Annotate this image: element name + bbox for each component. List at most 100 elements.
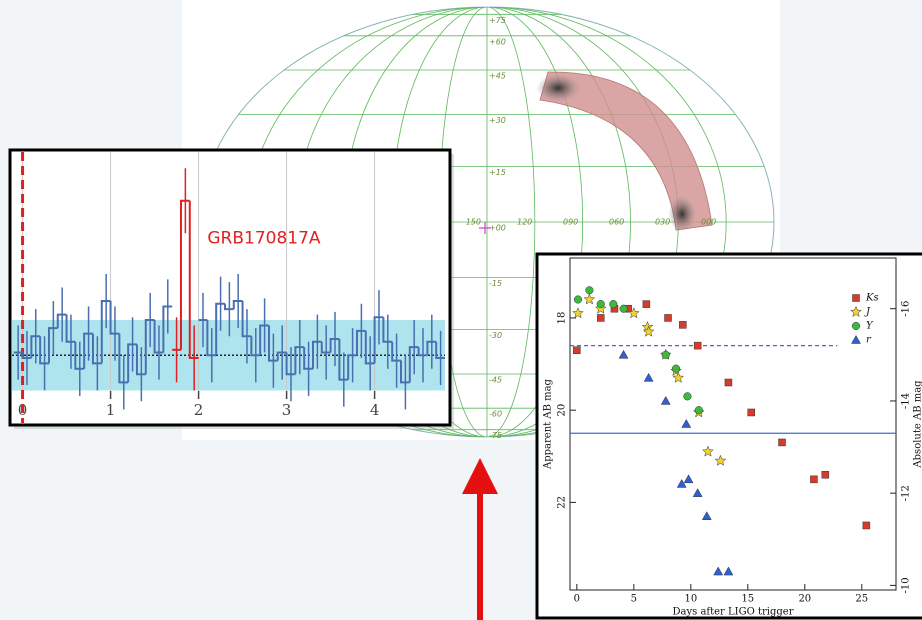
step xyxy=(276,351,287,361)
marker xyxy=(676,478,687,488)
region-shadow xyxy=(536,74,580,102)
x-axis-label: Days after LIGO trigger xyxy=(673,607,794,618)
longitude-label: 150 xyxy=(466,218,481,227)
x-tick-label: 1 xyxy=(106,401,116,419)
marker xyxy=(701,511,712,520)
step xyxy=(382,317,393,343)
marker xyxy=(747,408,755,417)
latitude-label: +60 xyxy=(489,37,506,46)
marker xyxy=(681,418,692,428)
step xyxy=(223,303,234,311)
step xyxy=(100,300,111,364)
marker xyxy=(723,566,734,576)
legend-label: J xyxy=(864,307,871,318)
latitude-label: -60 xyxy=(489,410,502,419)
marker xyxy=(671,364,681,373)
step xyxy=(39,336,49,365)
x-tick-label: 4 xyxy=(370,401,380,419)
marker xyxy=(583,293,596,305)
panel-background xyxy=(537,254,922,620)
marker xyxy=(661,350,670,359)
x-tick-label: 10 xyxy=(684,594,697,605)
step xyxy=(215,302,225,356)
marker xyxy=(585,286,594,295)
step xyxy=(259,324,269,356)
step xyxy=(30,335,41,358)
marker xyxy=(596,300,605,309)
step xyxy=(373,316,384,364)
kilonova-panel: 0 5 10 15 20 25 18 20 22 -16 -14 -12 -10 Days after L… xyxy=(537,254,922,620)
step xyxy=(250,336,261,357)
legend-label: Ks xyxy=(865,293,879,304)
step xyxy=(83,332,93,369)
step xyxy=(241,301,252,338)
marker xyxy=(660,395,671,405)
step xyxy=(311,340,322,369)
marker xyxy=(810,475,818,484)
latitude-label: +30 xyxy=(489,116,506,125)
panel-border xyxy=(535,252,922,620)
latitude-label: +45 xyxy=(489,71,506,80)
step xyxy=(179,199,190,350)
y-tick-label: 20 xyxy=(557,404,568,417)
marker xyxy=(821,470,830,479)
step xyxy=(65,314,76,343)
y2-tick-label: -14 xyxy=(901,393,912,409)
x-tick-label: 2 xyxy=(194,401,204,419)
marker xyxy=(862,521,871,530)
step xyxy=(320,341,331,354)
marker xyxy=(693,341,702,350)
region-shadow xyxy=(668,196,696,232)
marker xyxy=(643,372,654,382)
step xyxy=(294,346,305,375)
step xyxy=(391,341,401,362)
legend-label: Y xyxy=(866,321,874,332)
step xyxy=(417,347,428,357)
longitude-label: 120 xyxy=(517,218,532,227)
step xyxy=(56,313,67,329)
marker xyxy=(573,346,581,354)
annotation: GRB170817A xyxy=(207,229,321,249)
marker xyxy=(597,314,605,322)
step xyxy=(21,352,32,359)
step xyxy=(426,340,437,356)
legend-marker xyxy=(851,321,861,331)
step xyxy=(232,300,243,310)
step xyxy=(347,354,357,380)
marker xyxy=(683,392,692,401)
latitude-label: -75 xyxy=(489,431,502,440)
y2-tick-label: -10 xyxy=(901,577,912,593)
step xyxy=(267,325,278,362)
y2-axis-label: Absolute AB mag xyxy=(913,380,922,469)
marker xyxy=(713,566,724,576)
step xyxy=(74,341,85,370)
marker xyxy=(619,304,628,313)
x-tick-label: 25 xyxy=(855,594,868,605)
localization-region xyxy=(539,71,713,231)
latitude-label: -30 xyxy=(489,331,502,340)
y-tick-label: 18 xyxy=(557,312,568,325)
legend-label: r xyxy=(866,335,872,346)
step xyxy=(285,352,296,376)
step xyxy=(338,338,349,381)
step xyxy=(303,347,313,370)
step xyxy=(118,333,129,384)
plot-frame xyxy=(569,257,897,591)
step xyxy=(364,330,375,365)
marker xyxy=(683,474,694,484)
marker xyxy=(594,302,607,314)
x-tick-label: 0 xyxy=(574,594,580,605)
step xyxy=(355,329,366,356)
marker xyxy=(642,325,655,337)
longitude-label: 090 xyxy=(563,218,578,227)
latitude-label: +15 xyxy=(489,168,506,177)
marker xyxy=(679,321,687,329)
marker xyxy=(692,488,703,497)
y-axis-label: Apparent AB mag xyxy=(543,378,554,470)
panel-border xyxy=(8,148,452,427)
legend-marker xyxy=(851,334,861,344)
step xyxy=(47,327,58,364)
x-tick-label: 5 xyxy=(631,594,637,605)
